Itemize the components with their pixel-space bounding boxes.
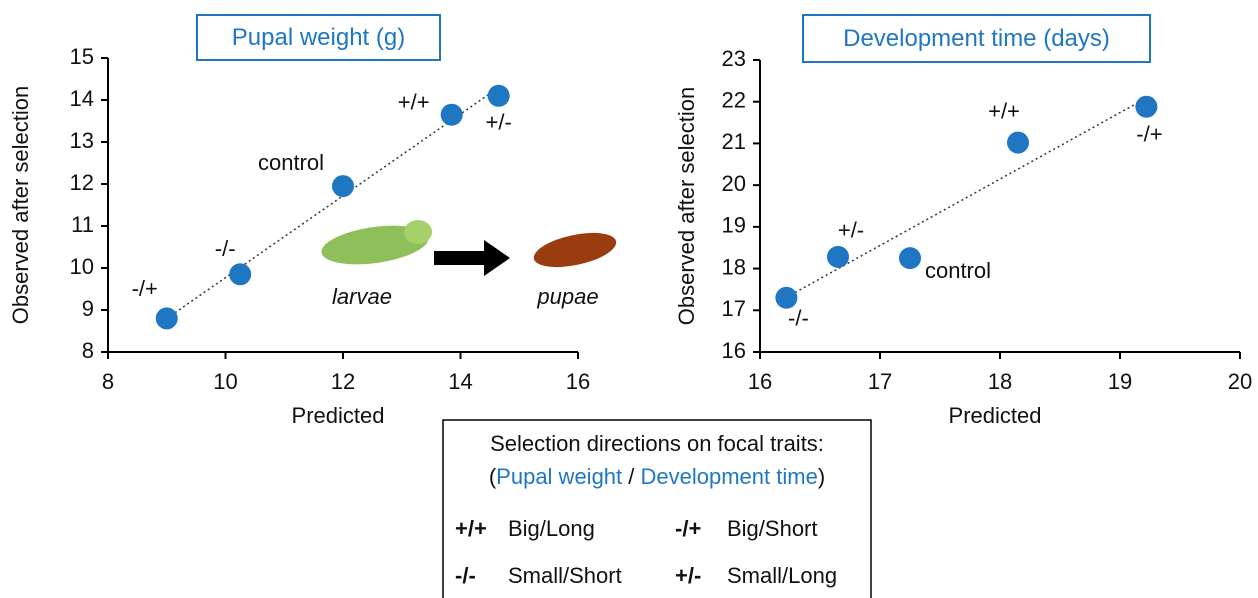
y-tick-label: 13 xyxy=(70,128,94,153)
legend-subheading: (Pupal weight / Development time) xyxy=(489,464,825,489)
y-tick-label: 23 xyxy=(722,46,746,71)
point-label: +/- xyxy=(486,110,512,135)
title-box xyxy=(802,14,1151,63)
chart-title: Development time (days) xyxy=(843,25,1110,52)
legend-heading: Selection directions on focal traits: xyxy=(490,431,824,456)
pupa-icon xyxy=(533,232,617,268)
legend-code: -/- xyxy=(455,563,476,588)
legend-code: +/- xyxy=(675,563,701,588)
point-label: -/- xyxy=(788,306,809,331)
legend-trait: Pupal weight xyxy=(496,464,622,489)
y-tick-label: 16 xyxy=(722,338,746,363)
legend-meaning: Small/Long xyxy=(727,563,837,588)
data-point xyxy=(487,84,510,107)
y-tick-label: 19 xyxy=(722,213,746,238)
slash: / xyxy=(622,464,640,489)
illustration xyxy=(321,220,617,276)
x-axis-label: Predicted xyxy=(292,403,385,428)
y-tick-label: 18 xyxy=(722,254,746,279)
data-point xyxy=(775,286,798,309)
x-tick-label: 8 xyxy=(102,369,114,394)
x-tick-label: 19 xyxy=(1108,369,1132,394)
x-tick-label: 14 xyxy=(448,369,472,394)
y-tick-label: 11 xyxy=(71,212,94,237)
arrow-shaft xyxy=(434,251,484,265)
data-point xyxy=(1135,95,1158,118)
legend-meaning: Big/Short xyxy=(727,516,818,541)
point-label: +/+ xyxy=(398,90,430,115)
point-label: -/+ xyxy=(1136,122,1162,147)
paren: ( xyxy=(489,464,497,489)
data-point xyxy=(440,103,463,126)
point-label: control xyxy=(258,150,324,175)
y-tick-label: 14 xyxy=(70,86,94,111)
y-axis-label: Observed after selection xyxy=(674,87,699,325)
data-point xyxy=(332,175,354,198)
y-tick-label: 12 xyxy=(70,170,94,195)
point-label: -/- xyxy=(215,236,236,261)
x-tick-label: 10 xyxy=(213,369,237,394)
point-label: control xyxy=(925,258,991,283)
y-tick-label: 20 xyxy=(722,171,746,196)
arrow-head xyxy=(484,240,510,276)
y-tick-label: 8 xyxy=(82,338,94,363)
annotation: larvae xyxy=(332,284,392,309)
y-tick-label: 15 xyxy=(70,44,94,69)
trendline xyxy=(786,97,1147,298)
data-point xyxy=(155,307,178,330)
point-label: +/+ xyxy=(988,98,1020,123)
paren: ) xyxy=(818,464,825,489)
x-tick-label: 16 xyxy=(748,369,772,394)
y-tick-label: 21 xyxy=(722,129,746,154)
annotation: pupae xyxy=(536,284,598,309)
x-tick-label: 16 xyxy=(566,369,590,394)
data-point xyxy=(229,263,252,286)
title-box xyxy=(196,14,441,61)
x-tick-label: 20 xyxy=(1228,369,1252,394)
x-tick-label: 17 xyxy=(868,369,892,394)
y-tick-label: 10 xyxy=(70,254,94,279)
x-tick-label: 12 xyxy=(331,369,355,394)
legend-trait: Development time xyxy=(641,464,818,489)
legend-meaning: Small/Short xyxy=(508,563,622,588)
point-label: -/+ xyxy=(132,276,158,301)
data-point xyxy=(899,247,921,270)
chart-title: Pupal weight (g) xyxy=(232,24,405,51)
x-tick-label: 18 xyxy=(988,369,1012,394)
y-tick-label: 22 xyxy=(722,88,746,113)
legend-code: -/+ xyxy=(675,516,701,541)
point-label: +/- xyxy=(838,218,864,243)
y-axis-label: Observed after selection xyxy=(8,86,33,324)
data-point xyxy=(1007,131,1029,154)
x-axis-label: Predicted xyxy=(949,403,1042,428)
larva-icon xyxy=(321,225,429,265)
y-tick-label: 9 xyxy=(82,296,94,321)
legend-code: +/+ xyxy=(455,516,487,541)
legend-box xyxy=(442,419,872,598)
legend-meaning: Big/Long xyxy=(508,516,595,541)
data-point xyxy=(827,245,849,268)
y-tick-label: 17 xyxy=(722,296,746,321)
larva-head xyxy=(404,220,432,244)
